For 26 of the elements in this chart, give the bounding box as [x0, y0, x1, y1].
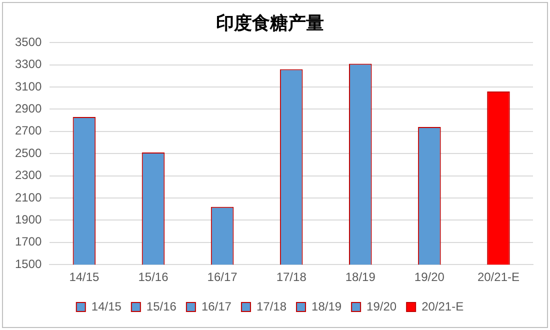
legend-label: 16/17: [201, 299, 232, 314]
x-tick-label: 18/19: [345, 270, 376, 284]
legend-label: 18/19: [312, 299, 342, 314]
y-tick-label: 3300: [14, 57, 42, 72]
y-tick-label: 1500: [14, 256, 42, 271]
y-tick-label: 1700: [14, 234, 42, 249]
y-tick-label: 2300: [14, 168, 42, 182]
y-tick-label: 2700: [14, 124, 42, 138]
y-tick-label: 2900: [14, 102, 42, 116]
x-tick-label: 20/21-E: [477, 270, 520, 284]
legend-label: 20/21-E: [422, 299, 464, 314]
x-tick-label: 14/15: [69, 270, 100, 284]
x-tick-label: 15/16: [138, 270, 169, 284]
x-tick-label: 19/20: [414, 270, 445, 284]
y-tick-label: 1900: [14, 212, 42, 227]
y-tick-label: 3100: [14, 79, 42, 94]
legend-label: 17/18: [256, 299, 287, 314]
legend-label: 15/16: [146, 299, 177, 314]
chart-title: 印度食糖产量: [216, 12, 324, 33]
y-tick-label: 3500: [14, 34, 42, 49]
legend-label: 19/20: [366, 299, 397, 314]
x-tick-label: 17/18: [276, 270, 307, 284]
legend-label: 14/15: [91, 299, 122, 314]
y-tick-label: 2100: [14, 190, 42, 204]
y-tick-label: 2500: [14, 146, 42, 160]
x-tick-label: 16/17: [207, 270, 238, 284]
